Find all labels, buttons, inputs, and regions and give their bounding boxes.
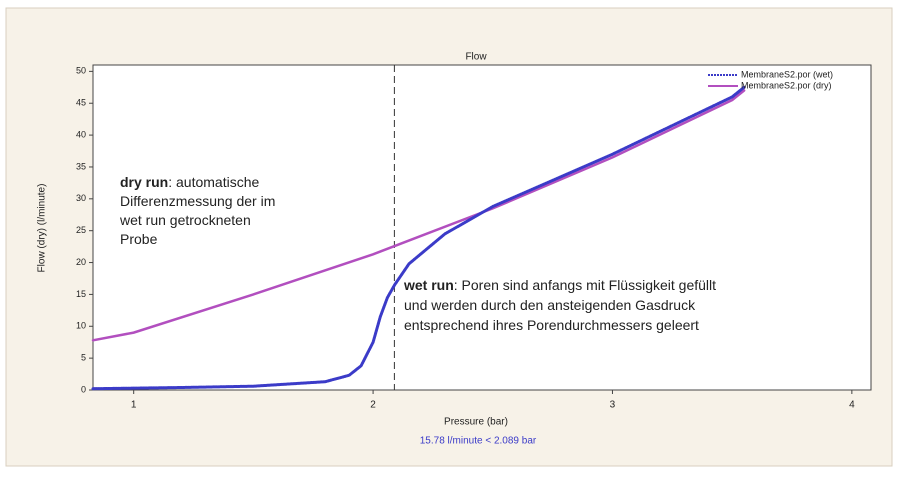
series-line [91, 89, 746, 342]
chart-title: Flow [465, 52, 487, 63]
y-tick-label: 15 [76, 289, 86, 299]
annotation: wet run getrockneten [119, 212, 251, 228]
annotation-text: und werden durch den ansteigenden Gasdru… [404, 297, 696, 313]
annotation: dry run: automatische [120, 174, 259, 190]
y-tick-label: 20 [76, 257, 86, 267]
y-tick-label: 30 [76, 193, 86, 203]
series-line [91, 85, 746, 391]
y-tick-label: 0 [81, 384, 86, 394]
annotation-text: : Poren sind anfangs mit Flüssigkeit gef… [454, 277, 716, 293]
annotation: Differenzmessung der im [120, 193, 275, 209]
annotation: Probe [120, 231, 158, 247]
annotation-text: Differenzmessung der im [120, 193, 275, 209]
y-tick-label: 5 [81, 353, 86, 363]
y-tick-label: 10 [76, 321, 86, 331]
annotation: wet run: Poren sind anfangs mit Flüssigk… [403, 277, 716, 293]
x-tick-label: 1 [131, 400, 137, 411]
y-tick-label: 45 [76, 98, 86, 108]
x-tick-label: 3 [610, 400, 616, 411]
legend-label: MembraneS2.por (dry) [741, 80, 832, 90]
annotation-text: Probe [120, 231, 158, 247]
y-tick-label: 25 [76, 225, 86, 235]
annotation: entsprechend ihres Porendurchmessers gel… [404, 317, 699, 333]
y-tick-label: 40 [76, 129, 86, 139]
x-tick-label: 2 [370, 400, 376, 411]
annotation-bold: dry run [120, 174, 168, 190]
annotation: und werden durch den ansteigenden Gasdru… [404, 297, 696, 313]
annotation-text: entsprechend ihres Porendurchmessers gel… [404, 317, 699, 333]
x-tick-label: 4 [849, 400, 855, 411]
y-axis-label: Flow (dry) (l/minute) [37, 184, 48, 273]
y-tick-label: 50 [76, 66, 86, 76]
x-axis-label: Pressure (bar) [444, 417, 508, 428]
y-tick-label: 35 [76, 161, 86, 171]
marker-label: 15.78 l/minute < 2.089 bar [420, 436, 537, 447]
plot-area [92, 64, 872, 391]
annotation-text: : automatische [168, 174, 259, 190]
legend-label: MembraneS2.por (wet) [741, 69, 833, 79]
annotation-bold: wet run [403, 277, 454, 293]
annotation-text: wet run getrockneten [119, 212, 251, 228]
